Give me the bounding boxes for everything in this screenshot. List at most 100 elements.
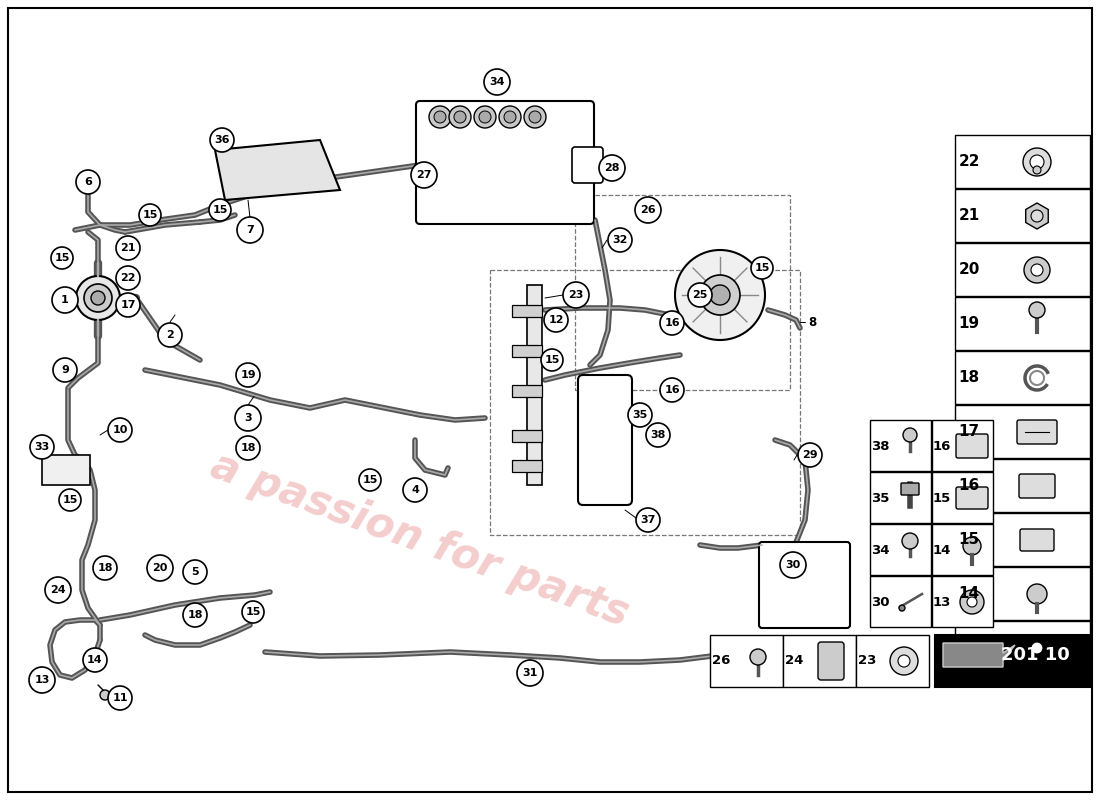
Circle shape <box>108 686 132 710</box>
Text: 38: 38 <box>871 439 889 453</box>
Text: 13: 13 <box>933 595 952 609</box>
Text: 35: 35 <box>632 410 648 420</box>
FancyBboxPatch shape <box>759 542 850 628</box>
Text: 23: 23 <box>858 654 877 667</box>
Text: 34: 34 <box>871 543 889 557</box>
Circle shape <box>236 217 263 243</box>
Bar <box>955 567 1090 620</box>
Text: 25: 25 <box>692 290 707 300</box>
Text: 13: 13 <box>34 675 50 685</box>
Circle shape <box>94 556 117 580</box>
Circle shape <box>1024 635 1050 661</box>
Text: 22: 22 <box>120 273 135 283</box>
Circle shape <box>499 106 521 128</box>
Text: 33: 33 <box>34 442 50 452</box>
Circle shape <box>541 349 563 371</box>
Bar <box>512 345 542 357</box>
Text: 18: 18 <box>187 610 202 620</box>
Circle shape <box>1030 155 1044 169</box>
Circle shape <box>91 291 104 305</box>
Text: 18: 18 <box>958 370 980 386</box>
Circle shape <box>529 111 541 123</box>
Circle shape <box>52 287 78 313</box>
Text: 15: 15 <box>142 210 157 220</box>
Bar <box>870 576 931 627</box>
Text: 18: 18 <box>240 443 255 453</box>
Circle shape <box>236 436 260 460</box>
Circle shape <box>484 69 510 95</box>
Circle shape <box>183 603 207 627</box>
Circle shape <box>700 275 740 315</box>
Circle shape <box>635 197 661 223</box>
Text: 15: 15 <box>362 475 377 485</box>
Polygon shape <box>1025 203 1048 229</box>
Bar <box>575 195 790 390</box>
Polygon shape <box>943 643 1015 667</box>
Bar <box>932 420 993 471</box>
Text: 24: 24 <box>51 585 66 595</box>
Circle shape <box>59 489 81 511</box>
Text: 19: 19 <box>240 370 256 380</box>
Text: 35: 35 <box>871 491 889 505</box>
Text: 14: 14 <box>87 655 102 665</box>
Circle shape <box>411 162 437 188</box>
Bar <box>955 351 1090 404</box>
Bar <box>870 524 931 575</box>
Circle shape <box>236 363 260 387</box>
Text: 29: 29 <box>802 450 817 460</box>
Bar <box>935 635 1090 687</box>
Circle shape <box>100 690 110 700</box>
FancyBboxPatch shape <box>416 101 594 224</box>
Circle shape <box>563 282 589 308</box>
Text: 18: 18 <box>97 563 112 573</box>
Circle shape <box>235 405 261 431</box>
Circle shape <box>962 537 981 555</box>
Bar <box>955 135 1090 188</box>
Bar <box>932 472 993 523</box>
Circle shape <box>1031 642 1043 654</box>
Circle shape <box>478 111 491 123</box>
Bar <box>512 430 542 442</box>
Text: 14: 14 <box>933 543 952 557</box>
Circle shape <box>45 577 72 603</box>
Text: 31: 31 <box>522 668 538 678</box>
Circle shape <box>1024 257 1050 283</box>
Circle shape <box>646 423 670 447</box>
FancyBboxPatch shape <box>572 147 603 183</box>
Bar <box>512 460 542 472</box>
Circle shape <box>116 236 140 260</box>
Circle shape <box>1031 210 1043 222</box>
Circle shape <box>504 111 516 123</box>
Circle shape <box>524 106 546 128</box>
Circle shape <box>1031 264 1043 276</box>
Circle shape <box>780 552 806 578</box>
Bar <box>955 405 1090 458</box>
Circle shape <box>116 266 140 290</box>
Text: 10: 10 <box>112 425 128 435</box>
Bar <box>955 243 1090 296</box>
Text: 26: 26 <box>640 205 656 215</box>
Text: 15: 15 <box>958 533 980 547</box>
Circle shape <box>751 257 773 279</box>
Text: 15: 15 <box>933 491 952 505</box>
Circle shape <box>84 284 112 312</box>
FancyBboxPatch shape <box>1020 529 1054 551</box>
Text: 15: 15 <box>755 263 770 273</box>
Text: 37: 37 <box>640 515 656 525</box>
Polygon shape <box>214 140 340 200</box>
Text: 30: 30 <box>785 560 801 570</box>
Text: 17: 17 <box>120 300 135 310</box>
Text: 16: 16 <box>958 478 980 494</box>
Bar <box>955 297 1090 350</box>
Text: 19: 19 <box>958 317 980 331</box>
Circle shape <box>600 155 625 181</box>
Circle shape <box>608 228 632 252</box>
Bar <box>955 513 1090 566</box>
Circle shape <box>242 601 264 623</box>
Circle shape <box>899 605 905 611</box>
FancyBboxPatch shape <box>901 483 918 495</box>
Bar <box>42 455 90 485</box>
Text: 15: 15 <box>212 205 228 215</box>
Circle shape <box>403 478 427 502</box>
Circle shape <box>675 250 764 340</box>
